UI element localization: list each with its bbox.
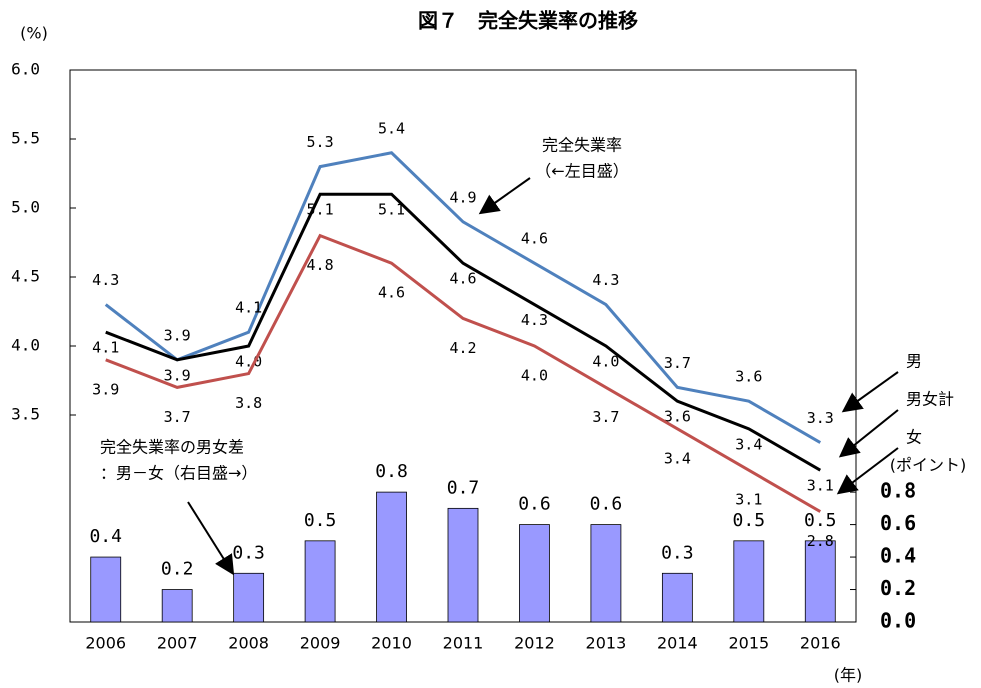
x-tick-label: 2008: [228, 634, 269, 653]
x-tick-label: 2014: [657, 634, 698, 653]
annotation: ：男－女（右目盛→）: [100, 464, 257, 483]
value-label: 4.3: [92, 271, 119, 289]
bar-value-label: 0.5: [804, 510, 837, 531]
y-tick-label: 4.0: [11, 336, 40, 355]
legend-label: 男: [906, 352, 922, 371]
value-label: 3.3: [807, 409, 834, 427]
annotation: （←左目盛）: [535, 162, 628, 181]
line: [104, 151, 822, 444]
bar: [733, 540, 765, 623]
legend-label: 女: [906, 428, 922, 447]
line: [105, 192, 822, 472]
bar: [161, 589, 193, 623]
x-axis-label: (年): [834, 666, 863, 685]
bar-value-label: 0.8: [375, 461, 408, 482]
bar-value-label: 0.3: [232, 542, 265, 563]
bar-value-label: 0.5: [304, 510, 337, 531]
arrow: [836, 447, 899, 495]
value-label: 5.1: [307, 201, 334, 219]
value-label: 3.6: [735, 368, 762, 386]
y-tick-label: 5.0: [11, 198, 40, 217]
value-label: 5.4: [378, 119, 405, 137]
arrow: [841, 371, 899, 413]
x-tick-label: 2007: [157, 634, 198, 653]
value-label: 3.4: [664, 449, 691, 467]
y-tick-label: 5.5: [11, 129, 40, 148]
value-label: 3.7: [164, 408, 191, 426]
value-label: 5.3: [307, 133, 334, 151]
bar: [304, 540, 336, 623]
x-tick-label: 2015: [728, 634, 769, 653]
value-label: 4.2: [449, 339, 476, 357]
bar-value-label: 0.6: [518, 494, 551, 515]
bar: [376, 491, 407, 623]
bar: [447, 507, 479, 623]
y-axis-label: (%): [20, 24, 48, 43]
value-label: 3.7: [664, 354, 691, 372]
bar-value-label: 0.4: [89, 526, 122, 547]
value-label: 5.1: [378, 201, 405, 219]
value-label: 3.8: [235, 394, 262, 412]
bar: [661, 572, 693, 623]
value-label: 4.9: [449, 188, 476, 206]
legend-label: 男女計: [906, 390, 954, 409]
x-tick-label: 2012: [514, 634, 555, 653]
y2-axis-label: (ポイント): [890, 456, 967, 475]
value-label: 3.6: [664, 408, 691, 426]
value-label: 2.8: [807, 532, 834, 550]
value-label: 4.8: [307, 256, 334, 274]
chart-title: 図７ 完全失業率の推移: [418, 9, 638, 33]
value-label: 3.7: [592, 408, 619, 426]
value-label: 3.1: [807, 477, 834, 495]
value-label: 3.1: [735, 491, 762, 509]
x-tick-label: 2016: [800, 634, 841, 653]
bar-value-label: 0.7: [447, 477, 480, 498]
bar: [590, 524, 622, 623]
y2-tick-label: 0.4: [880, 544, 916, 568]
bar: [804, 540, 836, 623]
annotation: 完全失業率の男女差: [100, 438, 244, 457]
x-tick-label: 2010: [371, 634, 412, 653]
bar: [519, 524, 550, 623]
value-label: 3.9: [92, 380, 119, 398]
x-tick-label: 2009: [300, 634, 341, 653]
arrow: [838, 409, 899, 458]
value-label: 4.6: [521, 230, 548, 248]
arrow: [478, 177, 531, 215]
x-tick-label: 2013: [586, 634, 627, 653]
bar: [90, 556, 122, 623]
arrow: [187, 501, 235, 576]
y-tick-label: 4.5: [11, 267, 40, 286]
line: [105, 233, 822, 513]
value-label: 4.1: [92, 339, 119, 357]
value-label: 4.0: [521, 367, 548, 385]
value-label: 4.6: [378, 284, 405, 302]
value-label: 3.9: [164, 326, 191, 344]
y2-tick-label: 0.0: [880, 609, 916, 633]
bar-value-label: 0.6: [590, 494, 623, 515]
value-label: 4.1: [235, 299, 262, 317]
y2-tick-label: 0.2: [880, 576, 916, 600]
bar-value-label: 0.3: [661, 542, 694, 563]
value-label: 4.3: [521, 311, 548, 329]
value-label: 3.9: [164, 366, 191, 384]
y-tick-label: 3.5: [11, 405, 40, 424]
bar-value-label: 0.2: [161, 559, 194, 580]
bar-value-label: 0.5: [733, 510, 766, 531]
value-label: 4.0: [235, 353, 262, 371]
annotation: 完全失業率: [542, 136, 622, 155]
y2-tick-label: 0.6: [880, 511, 916, 535]
x-tick-label: 2006: [85, 634, 126, 653]
y-tick-label: 6.0: [11, 60, 40, 79]
value-label: 3.4: [735, 435, 762, 453]
value-label: 4.3: [592, 271, 619, 289]
value-label: 4.0: [592, 353, 619, 371]
value-label: 4.6: [449, 270, 476, 288]
y2-tick-label: 0.8: [880, 479, 916, 503]
bar: [233, 572, 265, 623]
x-tick-label: 2011: [443, 634, 484, 653]
